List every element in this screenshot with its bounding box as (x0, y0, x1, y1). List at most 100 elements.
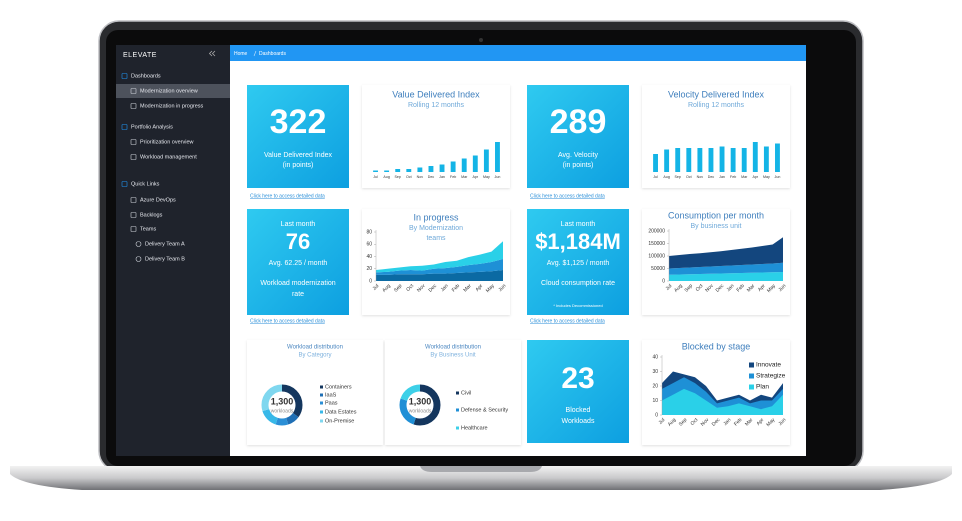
x-tick-label: Mar (462, 283, 473, 294)
nav-item[interactable]: Portfolio Analysis (131, 124, 173, 130)
chart-subtitle: Rolling 12 months (408, 102, 465, 109)
chart-subtitle: By business unit (691, 223, 742, 230)
x-tick-label: May (485, 283, 496, 294)
legend-swatch (456, 426, 459, 430)
nav-item[interactable]: Prioritization overview (140, 139, 194, 145)
donut-title: Workload distribution (425, 345, 481, 351)
x-tick-label: May (766, 283, 777, 294)
collapse-icon[interactable] (208, 50, 216, 57)
kpi-caption: rate (292, 291, 304, 298)
x-tick-label: Jun (775, 175, 781, 179)
x-tick-label: Apr (475, 283, 485, 293)
nav-icon (135, 256, 142, 262)
x-tick-label: Jun (777, 283, 787, 293)
legend-label: Strategize (756, 373, 786, 380)
nav-item[interactable]: Quick Links (131, 181, 160, 187)
kpi-tile (527, 209, 629, 315)
chart-title: Consumption per month (668, 210, 764, 220)
x-tick-label: Apr (752, 175, 758, 179)
chart-subtitle: Rolling 12 months (688, 102, 745, 109)
bar (741, 148, 747, 172)
bar (697, 148, 703, 172)
bar (730, 148, 736, 172)
breadcrumb-item[interactable]: Home (234, 51, 248, 57)
nav-icon (130, 154, 137, 160)
x-tick-label: Dec (708, 175, 715, 179)
legend-swatch (320, 393, 323, 397)
x-tick-label: Oct (695, 283, 705, 293)
kpi-caption: Avg. Velocity (558, 152, 598, 159)
legend-label: On-Premise (325, 418, 354, 424)
nav-item[interactable]: Delivery Team B (145, 256, 185, 262)
bar (763, 146, 769, 172)
x-tick-label: Jun (777, 417, 787, 427)
chart-title: Value Delivered Index (392, 89, 480, 99)
kpi-period: Last month (561, 221, 596, 228)
nav-item[interactable]: Modernization in progress (140, 103, 204, 109)
nav-item[interactable]: Delivery Team A (145, 241, 185, 247)
nav-icon (130, 212, 137, 218)
detail-link[interactable]: Click here to access detailed data (250, 193, 325, 199)
nav-icon (130, 226, 137, 232)
bar (384, 170, 390, 172)
sidebar (116, 45, 230, 456)
x-tick-label: Mar (744, 417, 755, 428)
x-tick-label: Apr (756, 417, 766, 427)
bar (495, 142, 500, 172)
x-tick-label: Jan (726, 283, 736, 293)
nav-item[interactable]: Backlogs (140, 212, 163, 218)
breadcrumb-separator (253, 50, 257, 57)
y-tick-label: 20 (366, 266, 372, 272)
nav-icon (121, 181, 128, 187)
nav-item[interactable]: Dashboards (131, 73, 161, 79)
kpi-caption: (in points) (563, 162, 594, 169)
x-tick-label: Nov (697, 175, 704, 179)
legend-swatch (456, 408, 459, 412)
x-tick-label: Dec (428, 283, 439, 294)
bar (686, 148, 692, 172)
bar (719, 146, 725, 172)
x-tick-label: Nov (417, 175, 424, 179)
x-tick-label: Jul (665, 283, 674, 292)
nav-icon (130, 88, 137, 94)
nav-item[interactable]: Teams (140, 226, 156, 232)
legend-swatch (749, 373, 754, 379)
x-tick-label: Oct (686, 175, 692, 179)
x-tick-label: Jul (372, 283, 381, 292)
x-tick-label: Feb (730, 175, 736, 179)
y-tick-label: 20 (652, 383, 658, 389)
x-tick-label: Feb (736, 283, 746, 293)
legend-label: Healthcare (461, 425, 488, 431)
kpi-value: 322 (270, 103, 327, 141)
chart-subtitle: By Modernization (409, 225, 463, 232)
x-tick-label: Nov (700, 417, 711, 428)
legend-label: Defense & Security (461, 407, 508, 413)
kpi-tile (247, 85, 349, 188)
x-tick-label: Sep (393, 283, 404, 294)
nav-item[interactable]: Workload management (140, 154, 197, 160)
card (642, 85, 790, 188)
bar (752, 142, 758, 172)
x-tick-label: Jun (495, 175, 501, 179)
bar (675, 148, 681, 172)
legend-swatch (320, 401, 323, 405)
kpi-caption: Workload modernization (260, 280, 335, 287)
nav-icon (130, 103, 137, 109)
detail-link[interactable]: Click here to access detailed data (530, 318, 605, 324)
legend-swatch (320, 410, 323, 414)
breadcrumb-item[interactable]: Dashboards (259, 51, 286, 57)
y-tick-label: 200000 (648, 228, 665, 234)
y-tick-label: 60 (366, 242, 372, 248)
legend-swatch (320, 385, 323, 389)
x-tick-label: Apr (757, 283, 767, 293)
chart-title: In progress (413, 212, 459, 222)
x-tick-label: Aug (667, 417, 678, 428)
nav-item[interactable]: Azure DevOps (140, 197, 176, 203)
bar (417, 167, 423, 172)
x-tick-label: Oct (406, 175, 412, 179)
nav-item[interactable]: Modernization overview (140, 88, 198, 94)
nav-icon (130, 139, 137, 145)
detail-link[interactable]: Click here to access detailed data (250, 318, 325, 324)
donut-subtitle: By Category (298, 353, 331, 359)
detail-link[interactable]: Click here to access detailed data (530, 193, 605, 199)
